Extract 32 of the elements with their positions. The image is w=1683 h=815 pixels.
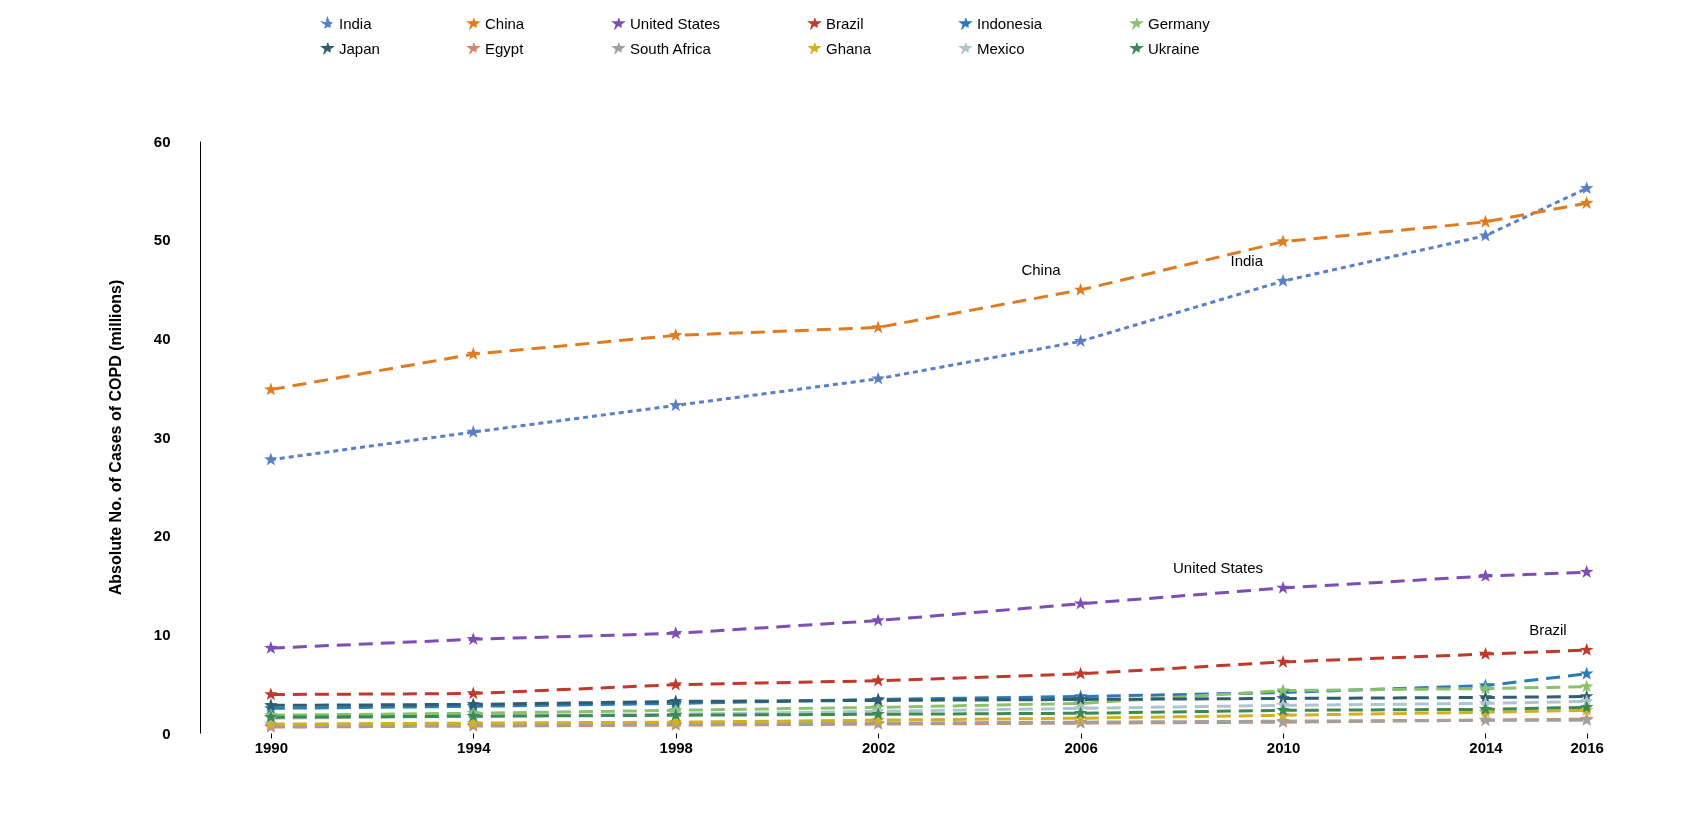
- legend-label: Ghana: [826, 39, 872, 57]
- y-tick-label: 10: [153, 625, 171, 643]
- legend-label: United States: [630, 14, 721, 32]
- legend-label: China: [485, 14, 525, 32]
- x-tick-label: 1990: [254, 738, 289, 756]
- x-tick-label: 1998: [659, 738, 693, 756]
- annotation: China: [1021, 260, 1062, 278]
- y-tick-label: 60: [153, 132, 171, 150]
- y-axis-title: Absolute No. of Cases of COPD (millions): [106, 279, 124, 596]
- annotation: Brazil: [1529, 621, 1567, 639]
- legend-label: India: [339, 14, 373, 32]
- y-tick-label: 50: [153, 231, 171, 249]
- legend-label: Egypt: [485, 39, 525, 57]
- legend-label: Japan: [339, 39, 380, 57]
- legend-label: Mexico: [977, 39, 1025, 57]
- x-tick-label: 2016: [1570, 738, 1604, 756]
- legend-label: Indonesia: [977, 14, 1043, 32]
- x-tick-label: 2002: [861, 738, 896, 756]
- x-tick-label: 2010: [1266, 738, 1301, 756]
- x-tick-label: 2014: [1469, 738, 1504, 756]
- x-tick-label: 1994: [457, 738, 492, 756]
- y-tick-label: 0: [162, 724, 171, 742]
- legend-label: Ukraine: [1148, 39, 1200, 57]
- y-tick-label: 20: [153, 527, 171, 545]
- legend-label: Germany: [1148, 14, 1211, 32]
- annotation: United States: [1172, 558, 1264, 576]
- legend-label: South Africa: [630, 39, 712, 57]
- y-tick-label: 40: [153, 329, 171, 347]
- annotation: India: [1230, 252, 1264, 270]
- y-tick-label: 30: [153, 428, 171, 446]
- x-tick-label: 2006: [1064, 738, 1098, 756]
- legend-label: Brazil: [826, 14, 864, 32]
